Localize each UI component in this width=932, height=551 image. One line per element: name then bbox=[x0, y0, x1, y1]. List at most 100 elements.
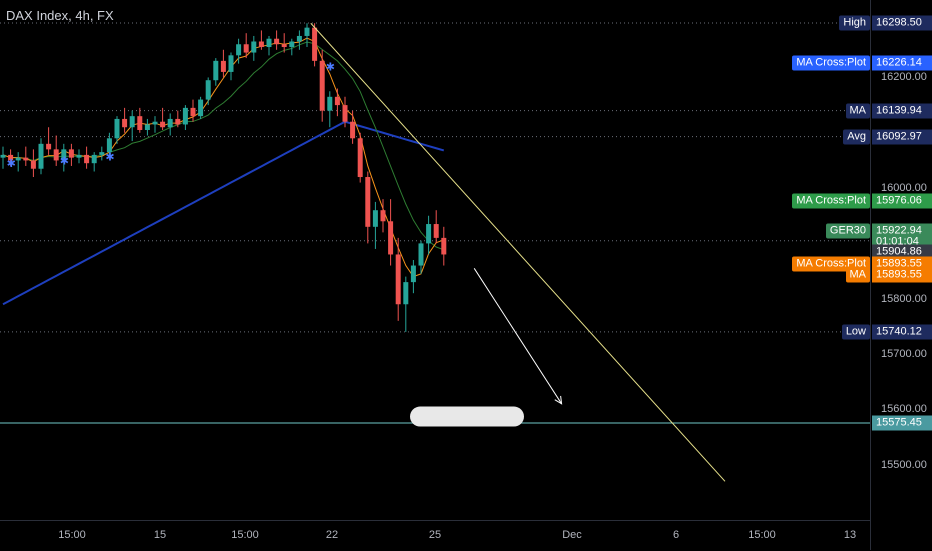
candle-body bbox=[243, 44, 249, 53]
candle-body bbox=[380, 210, 386, 222]
candle-body bbox=[137, 116, 143, 130]
candle-body bbox=[281, 44, 287, 48]
candle-body bbox=[129, 116, 135, 128]
price-label-value: 15976.06 bbox=[872, 193, 932, 209]
candle-body bbox=[182, 107, 188, 125]
candle-body bbox=[213, 60, 219, 81]
candle-body bbox=[236, 44, 242, 56]
price-label-value: 16298.50 bbox=[872, 15, 932, 31]
price-tick-label: 16000.00 bbox=[881, 182, 927, 195]
time-tick-label: 15:00 bbox=[231, 529, 259, 541]
time-tick-label: 22 bbox=[325, 529, 339, 541]
candle-body bbox=[289, 41, 295, 48]
price-label-value: 15893.55 bbox=[872, 267, 932, 283]
redaction-mark bbox=[410, 406, 524, 427]
candle-body bbox=[0, 154, 6, 158]
candle-body bbox=[84, 154, 90, 164]
price-tick-label: 15800.00 bbox=[881, 292, 927, 305]
candle-body bbox=[296, 35, 302, 42]
candle-body bbox=[327, 96, 333, 111]
candle-body bbox=[319, 60, 325, 111]
price-label-name: High bbox=[839, 15, 870, 31]
time-tick-label: 13 bbox=[843, 529, 857, 541]
candle-body bbox=[433, 224, 439, 238]
price-label-value: 15740.12 bbox=[872, 324, 932, 340]
candle-body bbox=[388, 221, 394, 255]
ma-slow-line bbox=[2, 120, 445, 306]
candle-body bbox=[114, 118, 120, 139]
candle-body bbox=[38, 143, 44, 169]
candle-body bbox=[160, 121, 166, 128]
candle-body bbox=[205, 80, 211, 100]
price-tick-label: 15600.00 bbox=[881, 403, 927, 416]
candle-body bbox=[61, 149, 67, 161]
candle-body bbox=[175, 118, 181, 125]
price-label-value: 15575.45 bbox=[872, 415, 932, 431]
price-label-value: 16226.14 bbox=[872, 55, 932, 71]
candle-body bbox=[152, 121, 158, 125]
price-label-name: MA bbox=[845, 103, 870, 119]
candle-body bbox=[228, 55, 234, 72]
candle-body bbox=[342, 105, 348, 122]
price-tick-label: 16200.00 bbox=[881, 71, 927, 84]
cross-marker-icon: ✱ bbox=[105, 152, 114, 164]
candle-body bbox=[258, 41, 264, 48]
candle-body bbox=[76, 154, 82, 158]
candle-body bbox=[68, 149, 74, 158]
candle-body bbox=[15, 157, 21, 161]
price-label-value: 16139.94 bbox=[872, 103, 932, 119]
candle-body bbox=[365, 177, 371, 227]
price-label-name: Avg bbox=[843, 129, 870, 145]
cross-marker-icon: ✱ bbox=[60, 155, 69, 167]
price-label-name: MA Cross:Plot bbox=[792, 193, 870, 209]
candle-body bbox=[99, 152, 105, 155]
ma-fast-line bbox=[2, 37, 444, 278]
candle-body bbox=[304, 27, 310, 36]
candle-body bbox=[23, 157, 29, 161]
arrow-head-icon bbox=[554, 395, 563, 405]
candle-body bbox=[334, 96, 340, 106]
price-tick-label: 15700.00 bbox=[881, 348, 927, 361]
cross-marker-icon: ✱ bbox=[7, 158, 16, 170]
candle-body bbox=[53, 149, 59, 161]
candle-body bbox=[91, 154, 97, 164]
cross-marker-icon: ✱ bbox=[326, 61, 335, 73]
candle-body bbox=[312, 27, 318, 61]
trendline bbox=[310, 22, 726, 482]
price-label-name: MA bbox=[845, 267, 870, 283]
chart-title: DAX Index, 4h, FX bbox=[6, 8, 114, 23]
candle-body bbox=[266, 38, 272, 48]
ma-mid-line bbox=[2, 41, 444, 251]
price-label-value: 16092.97 bbox=[872, 129, 932, 145]
time-tick-label: 15 bbox=[153, 529, 167, 541]
candle-body bbox=[441, 237, 447, 255]
candle-body bbox=[410, 265, 416, 283]
time-axis[interactable]: 15:00 15 15:00 22 25 Dec 6 15:00 13 bbox=[0, 520, 870, 551]
time-tick-label: 15:00 bbox=[58, 529, 86, 541]
candle-body bbox=[418, 243, 424, 266]
price-label-name: MA Cross:Plot bbox=[792, 55, 870, 71]
price-label-value: 15904.86 bbox=[872, 244, 932, 260]
time-tick-label: 15:00 bbox=[748, 529, 776, 541]
candle-body bbox=[30, 160, 36, 169]
price-label-name: GER30 bbox=[825, 223, 870, 239]
candle-body bbox=[106, 138, 112, 153]
chart-area[interactable]: ✱ ✱ ✱ ✱ bbox=[0, 0, 870, 520]
time-tick-label: 6 bbox=[672, 529, 680, 541]
price-chart[interactable]: ✱ ✱ ✱ ✱ bbox=[0, 0, 870, 520]
candle-body bbox=[350, 121, 356, 139]
candle-body bbox=[357, 138, 363, 178]
candle-body bbox=[122, 118, 128, 128]
candle-body bbox=[395, 254, 401, 305]
candle-body bbox=[426, 224, 432, 244]
candle-body bbox=[251, 41, 257, 53]
candle-body bbox=[144, 124, 150, 130]
candle-body bbox=[8, 154, 14, 161]
candle-body bbox=[198, 99, 204, 117]
candle-body bbox=[190, 107, 196, 117]
candle-body bbox=[167, 118, 173, 128]
candle-body bbox=[220, 60, 226, 72]
candle-body bbox=[403, 282, 409, 305]
price-tick-label: 15500.00 bbox=[881, 458, 927, 471]
projection-arrow bbox=[473, 268, 563, 405]
